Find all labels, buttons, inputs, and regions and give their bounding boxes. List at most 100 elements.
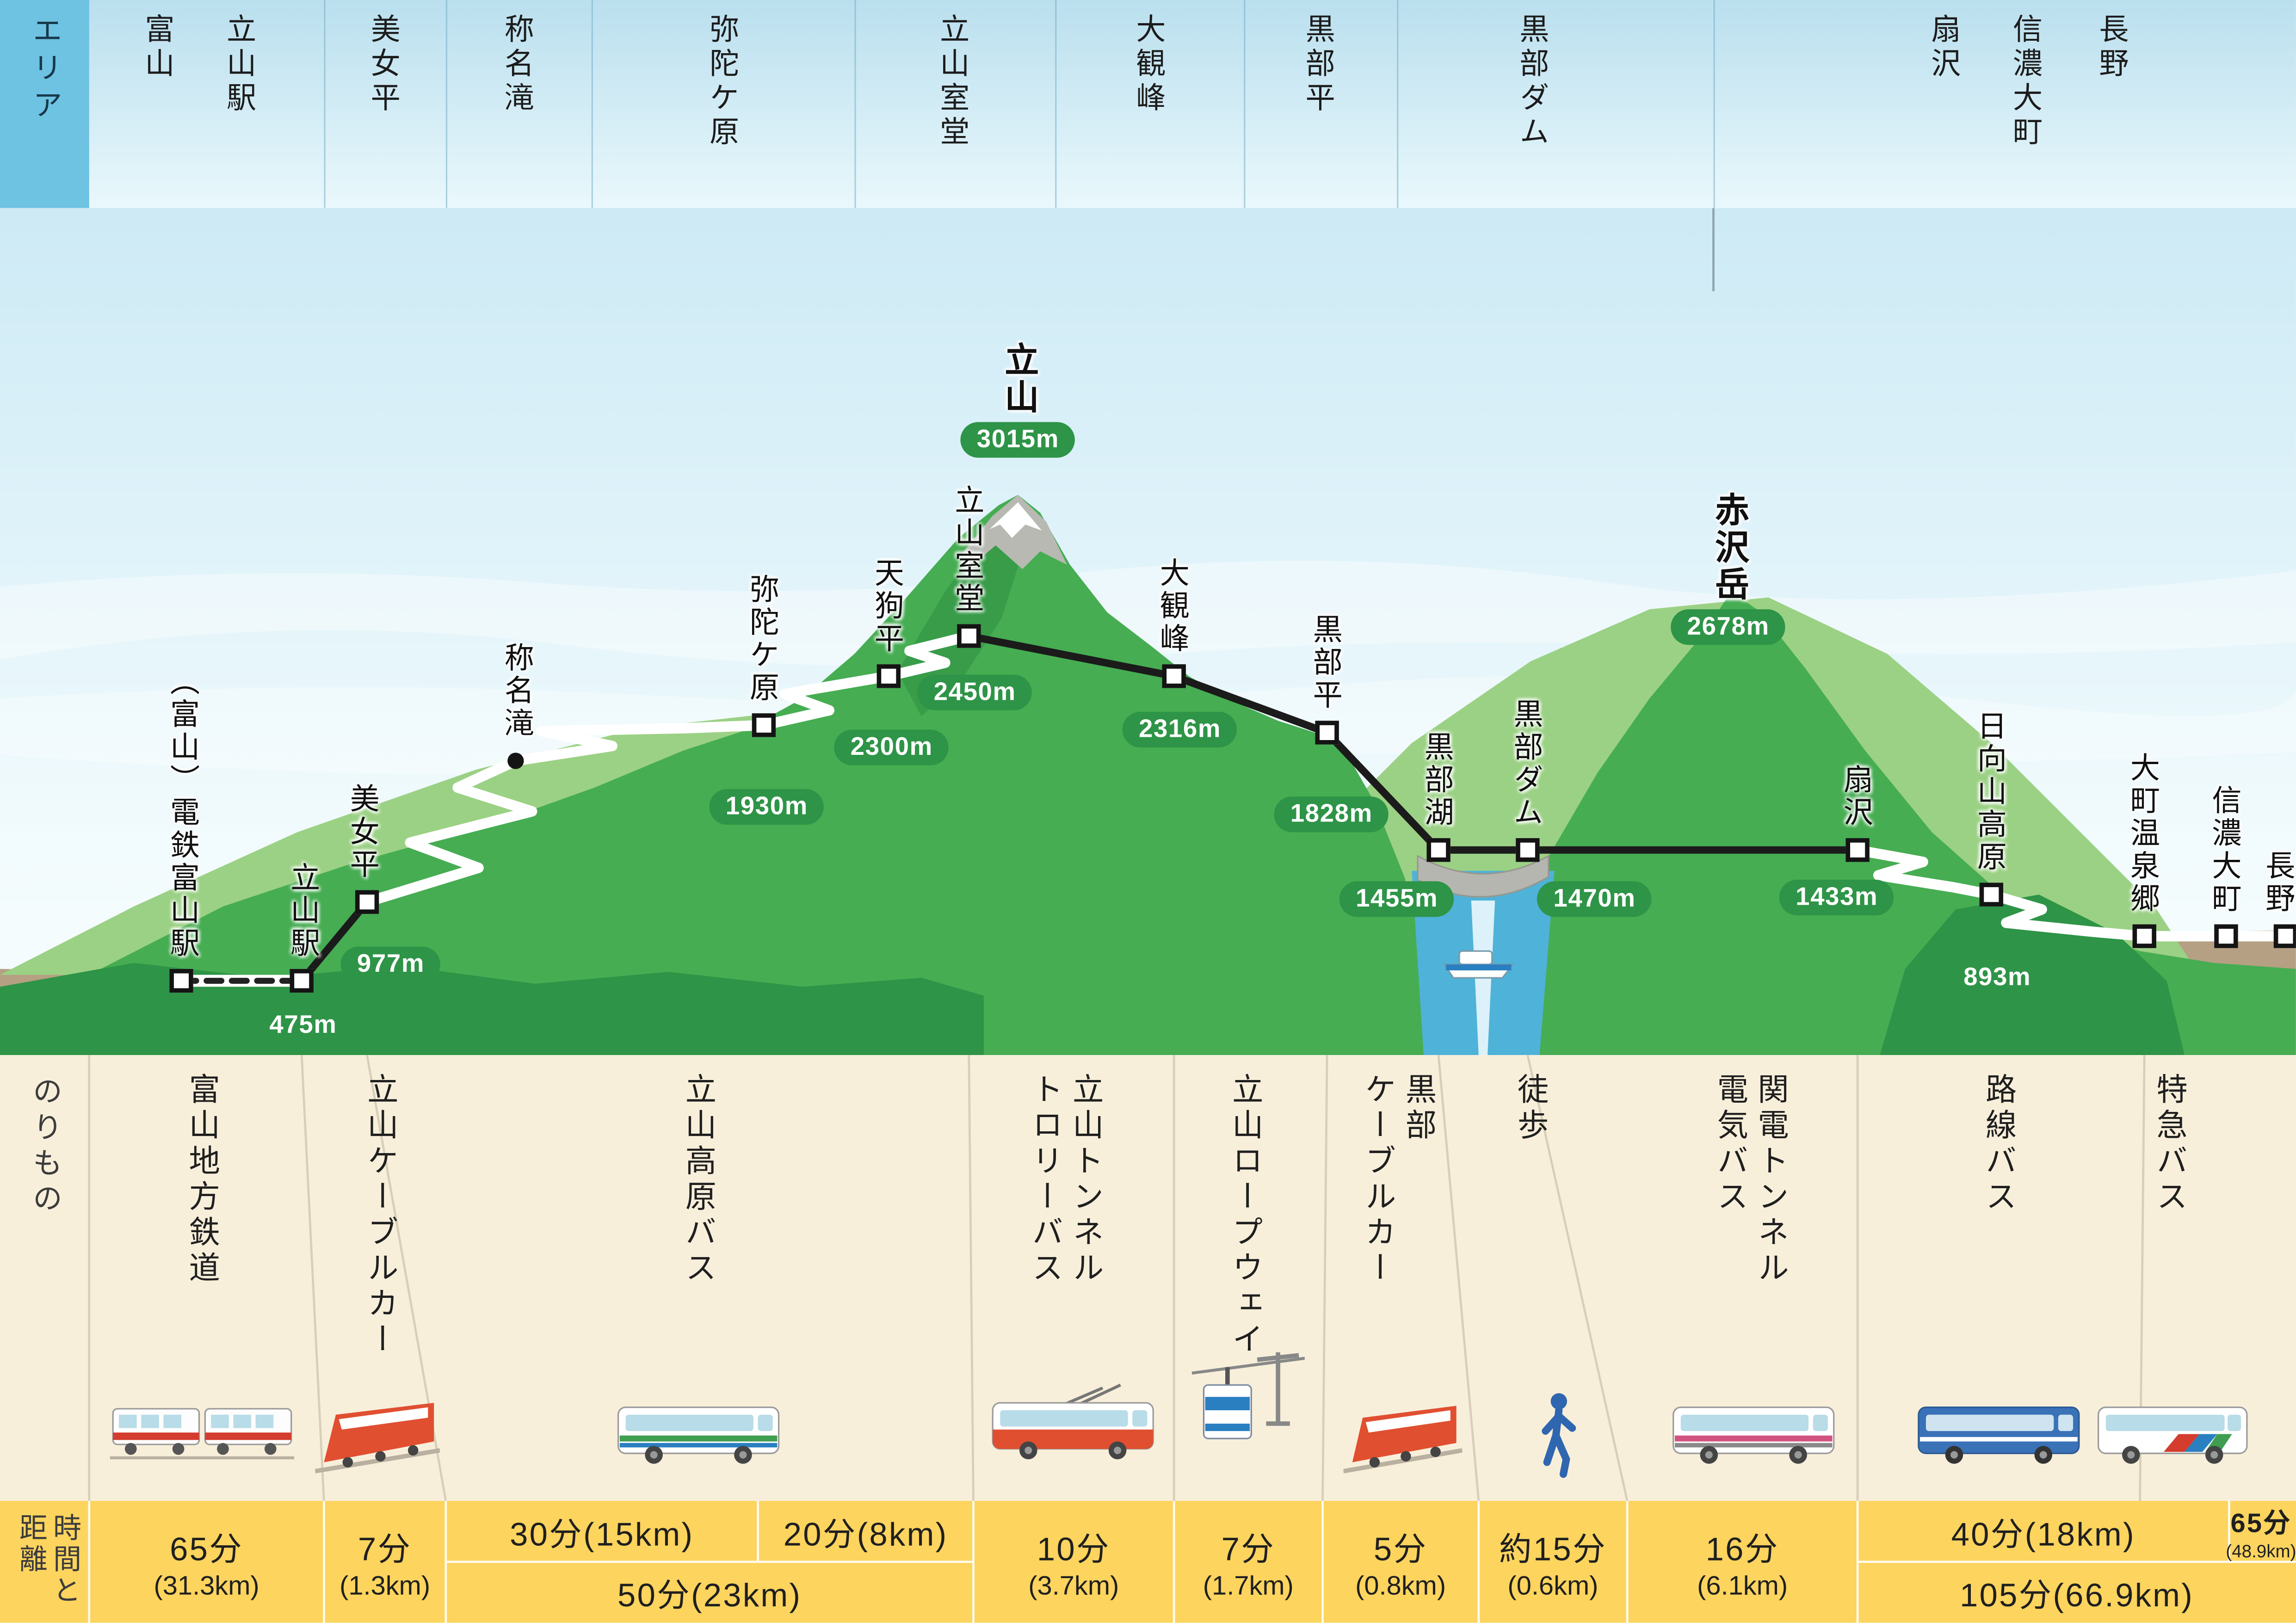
map-station-label: 大観峰 [1154,557,1188,655]
elevation-badge: 2300m [834,729,950,765]
time-distance-section: 時間と距離 65分 (31.3km) 7分 (1.3km) 30分(15km) … [0,1501,2296,1623]
map-station-marker [1845,838,1870,862]
header-divider [591,0,593,208]
map-station-label: 長野 [2260,850,2293,916]
map-station-marker [1162,664,1186,688]
transport-mode-label: 富山地方鉄道 [185,1073,220,1287]
distance-label: (31.3km) [154,1570,259,1600]
elevation-badge: 893m [1947,960,2048,996]
transport-mode-label: 立山トンネル トロリーバス [1028,1073,1103,1287]
tateyama-cablecar-line [298,898,371,985]
header-station-label: 立山駅 [221,13,254,116]
time-cell: 30分(15km) [446,1501,758,1562]
elevation-badge: 1930m [709,789,825,825]
time-cell: 7分 (1.3km) [324,1501,445,1623]
header-divider [1713,0,1715,208]
map-station-label: 大町温泉郷 [2125,752,2158,916]
duration-label: 30分(15km) [510,1515,694,1552]
map-station-marker [169,969,193,993]
header-station-label: 富山 [140,13,173,82]
time-row-label: 時間と距離 [15,1512,80,1607]
duration-label: 105分(66.9km) [1959,1576,2194,1613]
header-divider [1397,0,1399,208]
summit-snow [989,502,1042,538]
area-label: エリア [27,15,61,127]
electric-bus-icon [1670,1401,1837,1474]
map-station-marker [290,969,314,993]
header-divider [445,0,448,208]
header-station-label: 扇沢 [1926,13,1959,82]
time-cell: 10分 (3.7km) [973,1501,1174,1623]
route-bus-icon [1915,1401,2082,1474]
transport-mode-label: 立山ロープウェイ [1228,1073,1263,1358]
distance-label: (3.7km) [1028,1570,1119,1600]
time-cell: 20分(8km) [758,1501,974,1562]
transport-mode-label: 特急バス [2153,1073,2187,1216]
train-icon [110,1400,295,1470]
peak-elevation-badge: 2678m [1671,609,1786,645]
map-station-label: 弥陀ケ原 [744,574,778,704]
duration-label: 20分(8km) [783,1515,948,1552]
time-cell: 16分 (6.1km) [1627,1501,1858,1623]
map-station-label: 扇沢 [1838,764,1871,829]
elevation-badge: 1455m [1339,881,1455,917]
time-cell: 65分 (48.9km) [2226,1501,2296,1562]
boat-icon [1443,950,1515,979]
map-station-label: 天狗平 [869,557,902,655]
elevation-badge: 475m [253,1007,353,1043]
map-station-marker [2214,924,2238,948]
transport-mode-label: 徒歩 [1513,1073,1548,1144]
mountain-tateyama [89,494,1434,1055]
header-station-label: 弥陀ケ原 [704,13,737,150]
map-station-label: 立山室堂 [950,484,982,616]
map-station-label: 称名滝 [499,642,532,741]
map-station-label: 信濃大町 [2207,784,2240,916]
peak-label: 赤沢岳 [1710,492,1749,604]
kurobe-cablecar-icon [1343,1400,1463,1485]
header-station-label: 美女平 [365,13,399,116]
time-grid-lines [88,1501,2296,1623]
distance-label: (6.1km) [1697,1570,1788,1600]
time-cell: 約15分 (0.6km) [1479,1501,1627,1623]
elevation-badge: 2316m [1122,711,1238,748]
duration-label: 5分 [1373,1530,1428,1567]
header-station-label: 長野 [2093,13,2127,82]
elevation-badge: 2450m [917,674,1033,710]
walking-person-icon [1535,1391,1586,1487]
transport-mode-label: 黒部 ケーブルカー [1361,1073,1436,1287]
map-station-marker [1979,882,2003,907]
distance-label: (0.8km) [1355,1570,1446,1600]
header-divider [1244,0,1246,208]
elevation-badge: 1470m [1537,881,1652,917]
area-cell: エリア [0,0,89,208]
header-station-label: 黒部ダム [1514,13,1547,150]
map-station-marker [355,890,379,914]
transport-dividers [88,1055,2146,1501]
map-station-marker [1426,838,1450,862]
route-lines [175,630,2294,987]
map-station-marker [1315,721,1339,745]
highland-bus-road [362,630,975,907]
duration-label: 約15分 [1499,1530,1607,1567]
duration-label: 10分 [1037,1530,1111,1567]
time-cell: 65分 (31.3km) [89,1501,324,1623]
time-cell: 40分(18km) [1858,1501,2229,1562]
time-cell: 105分(66.9km) [1858,1562,2296,1623]
map-station-marker [1516,838,1540,862]
map-station-label: 立山駅 [285,862,318,960]
map-station-marker [957,624,981,648]
map-station-marker [876,664,901,688]
map-station-marker [752,713,776,737]
map-station-marker [2132,924,2156,948]
express-bus-icon [2095,1401,2250,1474]
map-station-label: 日向山高原 [1972,710,2005,874]
header-station-label: 立山室堂 [934,13,968,150]
duration-label: 65分 [170,1530,244,1567]
header-divider [324,0,326,208]
trolleybus-icon [990,1382,1156,1473]
duration-label: 7分 [358,1530,412,1567]
transport-row-label: のりもの [27,1076,61,1219]
elevation-badge: 1433m [1779,880,1895,916]
map-overlay: （富山）電鉄富山駅 立山駅 475m 美女平 977m 称名滝 弥陀ケ原 1930m 天狗平 23… [0,208,2296,1055]
